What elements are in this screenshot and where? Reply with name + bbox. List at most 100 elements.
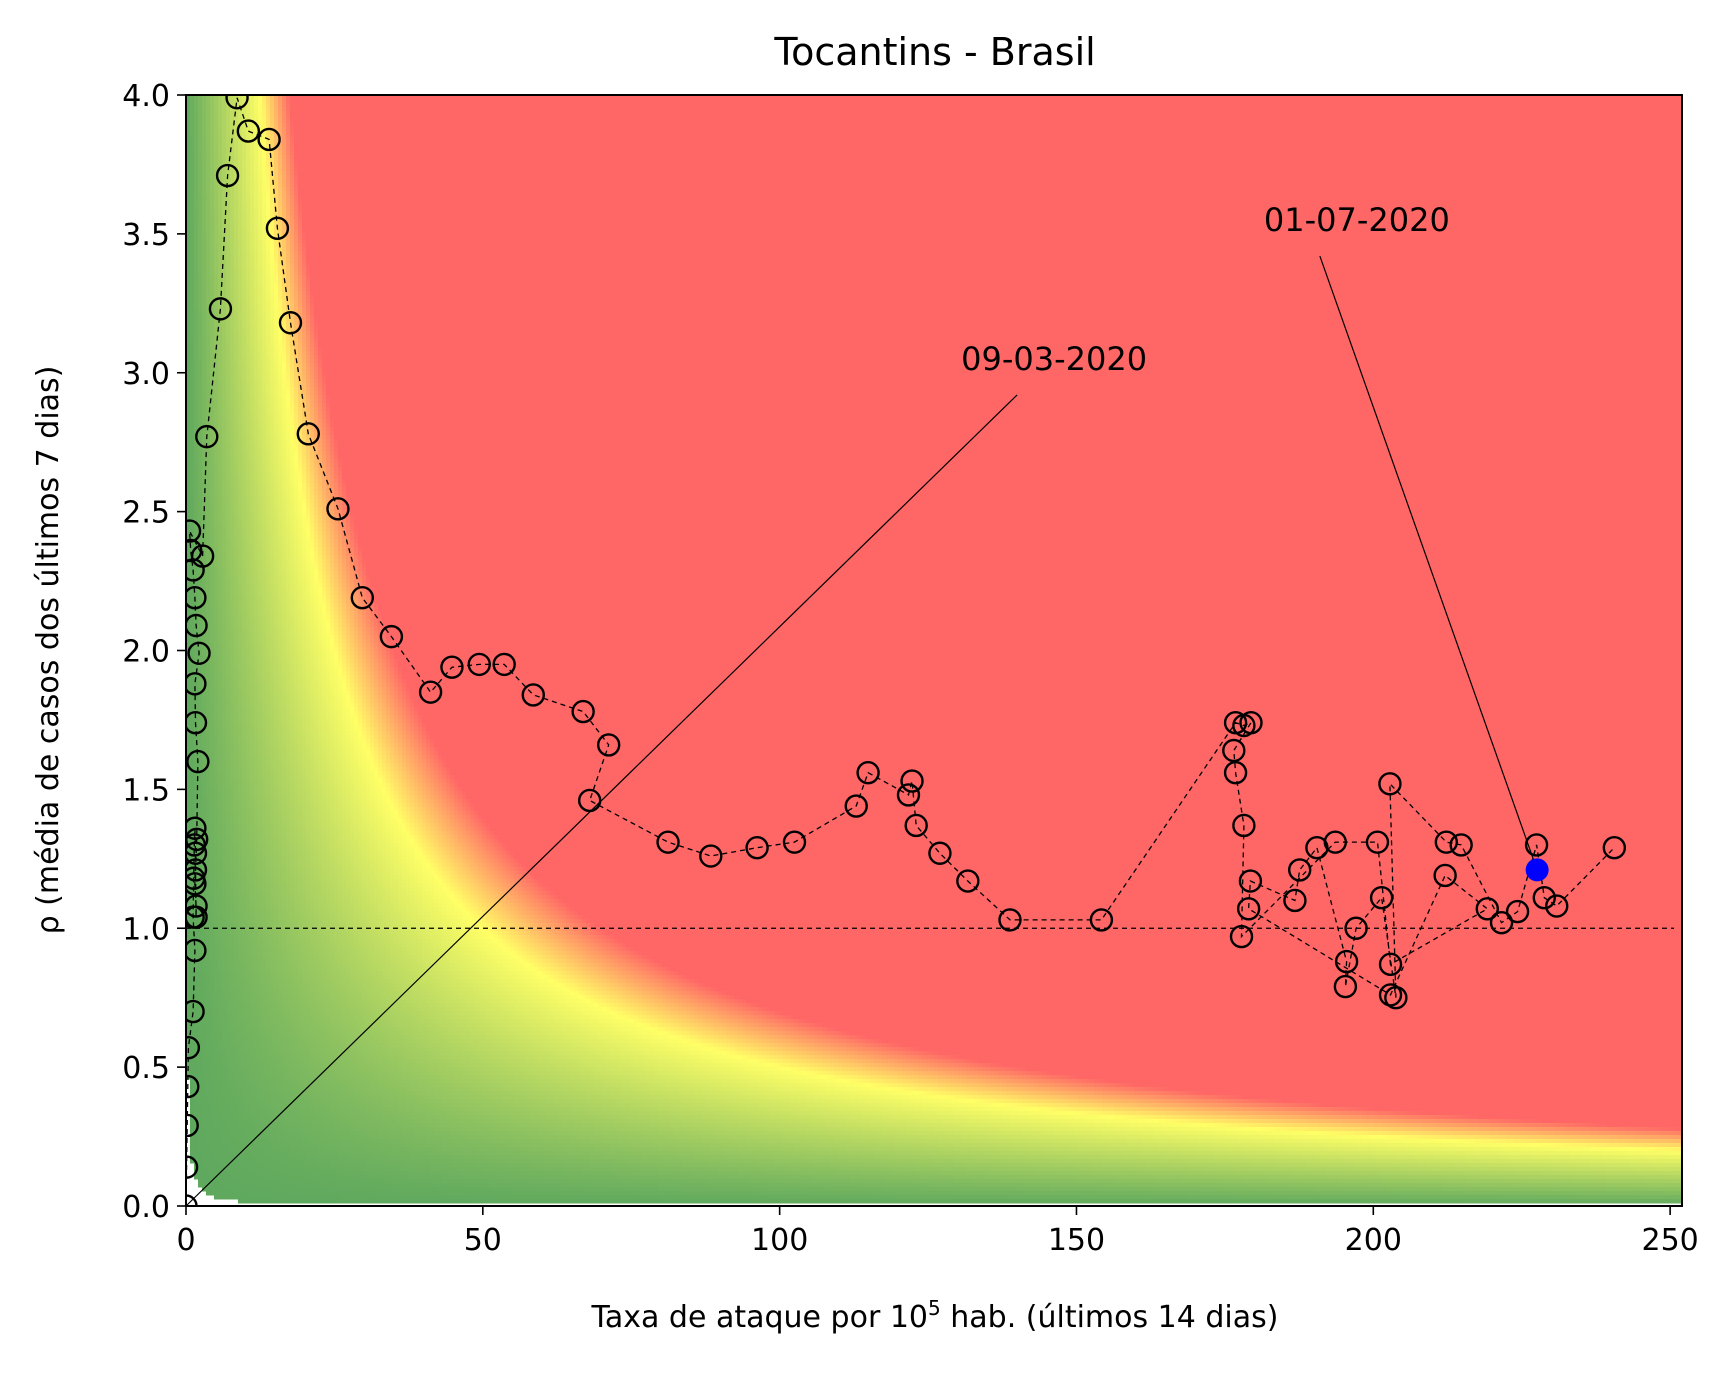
risk-cell (242, 183, 247, 188)
risk-cell (238, 127, 243, 132)
risk-cell (302, 1055, 307, 1060)
risk-cell (298, 635, 303, 640)
risk-cell (274, 1175, 279, 1180)
risk-cell (242, 779, 247, 788)
risk-cell (282, 395, 287, 400)
risk-cell (190, 991, 195, 1080)
risk-cell (246, 291, 251, 296)
risk-cell (306, 523, 311, 528)
risk-cell (210, 663, 215, 680)
risk-cell (278, 679, 283, 688)
risk-cell (246, 1095, 251, 1104)
risk-cell (266, 291, 271, 300)
risk-cell (234, 547, 239, 552)
risk-cell (246, 1075, 251, 1080)
risk-cell (302, 719, 307, 724)
risk-cell (266, 1135, 271, 1140)
risk-cell (258, 1099, 263, 1108)
risk-cell (222, 1043, 227, 1052)
risk-cell (214, 651, 219, 656)
risk-cell (218, 1155, 223, 1164)
risk-cell (274, 1043, 279, 1052)
risk-cell (246, 619, 251, 624)
risk-cell (258, 539, 263, 548)
risk-cell (242, 311, 247, 316)
risk-cell (302, 459, 307, 464)
risk-cell (282, 763, 287, 768)
risk-cell (306, 1087, 311, 1092)
risk-cell (250, 471, 255, 480)
risk-cell (226, 407, 231, 420)
risk-cell (306, 827, 311, 832)
risk-cell (278, 443, 283, 448)
risk-cell (250, 147, 255, 152)
risk-cell (230, 187, 235, 200)
risk-cell (250, 983, 255, 992)
risk-cell (258, 1175, 263, 1184)
risk-cell (214, 703, 219, 716)
risk-cell (206, 623, 211, 636)
risk-cell (206, 963, 211, 972)
risk-cell (238, 519, 243, 528)
risk-cell (226, 1035, 231, 1044)
risk-cell (298, 483, 303, 488)
risk-cell (218, 383, 223, 388)
risk-cell (286, 1035, 291, 1040)
risk-cell (278, 267, 283, 272)
risk-cell (294, 1191, 299, 1196)
risk-cell (206, 839, 211, 848)
risk-cell (290, 871, 295, 876)
risk-cell (198, 103, 203, 128)
risk-cell (302, 595, 307, 600)
risk-cell (198, 359, 203, 384)
risk-cell (226, 811, 231, 824)
risk-cell (270, 419, 275, 424)
risk-cell (294, 1135, 299, 1140)
risk-cell (262, 1163, 267, 1172)
risk-cell (190, 223, 195, 312)
risk-cell (294, 931, 299, 936)
risk-cell (262, 291, 267, 296)
risk-cell (310, 375, 315, 380)
risk-cell (218, 859, 223, 868)
risk-cell (242, 459, 247, 464)
risk-cell (210, 587, 215, 604)
risk-cell (282, 251, 287, 256)
risk-cell (266, 467, 271, 472)
risk-cell (258, 399, 263, 408)
risk-cell (282, 183, 287, 188)
risk-cell (262, 215, 267, 220)
risk-cell (290, 651, 295, 656)
risk-cell (234, 683, 239, 688)
risk-cell (254, 311, 259, 320)
risk-cell (298, 511, 303, 516)
risk-cell (242, 659, 247, 664)
risk-cell (282, 1171, 287, 1180)
risk-cell (262, 743, 267, 752)
risk-cell (270, 755, 275, 760)
risk-cell (266, 791, 271, 796)
risk-cell (266, 739, 271, 748)
risk-cell (290, 551, 295, 556)
risk-cell (282, 1071, 287, 1076)
risk-cell (266, 511, 271, 516)
risk-cell (218, 803, 223, 808)
risk-cell (258, 1071, 263, 1080)
risk-cell (274, 991, 279, 1000)
risk-cell (266, 435, 271, 440)
risk-cell (246, 599, 251, 604)
risk-cell (298, 499, 303, 504)
risk-cell (258, 1119, 263, 1124)
risk-cell (286, 531, 291, 536)
risk-cell (298, 771, 303, 780)
risk-cell (278, 631, 283, 636)
risk-cell (274, 355, 279, 360)
risk-cell (306, 371, 311, 376)
risk-cell (266, 735, 271, 740)
risk-cell (234, 911, 239, 916)
risk-cell (198, 163, 203, 200)
risk-cell (278, 259, 283, 264)
risk-cell (270, 331, 275, 336)
risk-cell (298, 387, 303, 392)
risk-cell (266, 567, 271, 572)
